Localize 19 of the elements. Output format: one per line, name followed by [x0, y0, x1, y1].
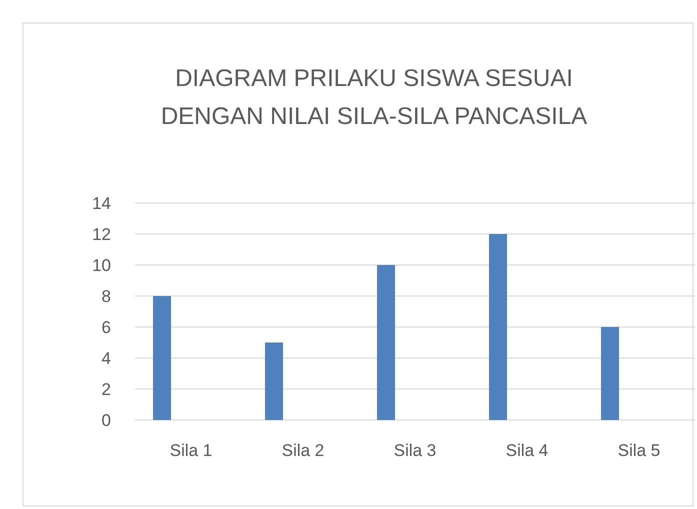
- y-tick-label: 14: [92, 194, 111, 213]
- bar: [265, 342, 283, 420]
- y-tick-label: 10: [92, 256, 111, 275]
- y-tick-label: 12: [92, 224, 111, 244]
- x-tick-label: Sila 3: [394, 441, 436, 460]
- x-tick-label: Sila 4: [506, 441, 548, 460]
- y-tick-label: 0: [102, 410, 111, 430]
- x-tick-label: Sila 2: [282, 441, 324, 460]
- y-tick-label: 6: [102, 318, 111, 337]
- y-tick-label: 2: [102, 380, 111, 399]
- y-tick-label: 4: [102, 348, 111, 368]
- chart-title: DIAGRAM PRILAKU SISWA SESUAI DENGAN NILAI SILA-SILA PANCASILA: [160, 65, 588, 130]
- x-tick-label: Sila 5: [618, 441, 660, 460]
- bar: [377, 265, 395, 420]
- bar: [601, 327, 619, 420]
- x-tick-label: Sila 1: [170, 441, 212, 460]
- bar: [489, 234, 507, 420]
- y-tick-label: 8: [102, 286, 111, 306]
- bar: [153, 296, 171, 420]
